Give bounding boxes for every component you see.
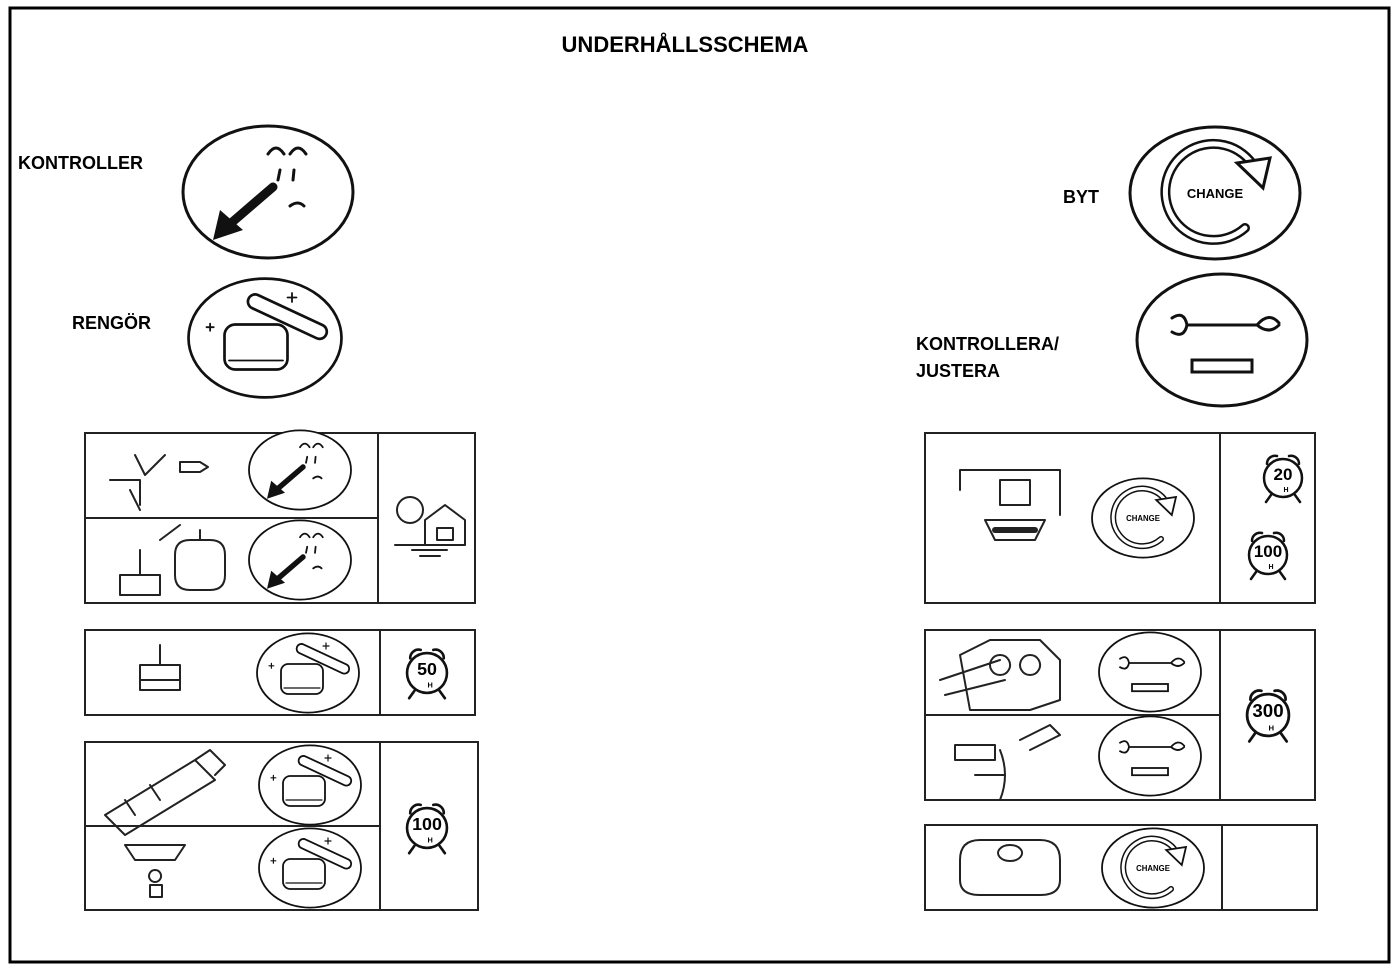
clock-face bbox=[405, 806, 449, 850]
clean-icon bbox=[258, 827, 362, 909]
interval-clock: 50 H bbox=[405, 648, 449, 700]
interval-value: 300 bbox=[1252, 700, 1283, 721]
hour-unit: H bbox=[1269, 723, 1275, 732]
icon-arrowhead bbox=[267, 480, 285, 499]
clean-icon bbox=[256, 632, 360, 714]
icon-arrowhead bbox=[1233, 156, 1272, 191]
icon-arrowhead bbox=[1154, 495, 1178, 517]
icon-stroke bbox=[407, 648, 447, 700]
icon-stroke bbox=[1264, 454, 1302, 504]
interval-clock: 300 H bbox=[1245, 689, 1291, 743]
interval-clock: 100 H bbox=[1247, 531, 1289, 581]
icon-arrowhead bbox=[267, 570, 285, 589]
icon-text: CHANGE bbox=[1187, 186, 1244, 201]
interval-value: 100 bbox=[412, 814, 442, 834]
interval-value: 20 bbox=[1274, 465, 1293, 484]
change-icon: CHANGE bbox=[1101, 827, 1205, 909]
icon-brush bbox=[295, 643, 351, 675]
icon-text: CHANGE bbox=[1126, 514, 1160, 523]
icon-stroke bbox=[1247, 689, 1289, 743]
check-icon bbox=[248, 519, 352, 601]
icon-brush bbox=[297, 755, 353, 787]
icon-sponge bbox=[282, 775, 326, 807]
icon-sponge bbox=[223, 323, 289, 371]
icon-stroke bbox=[407, 803, 447, 855]
icon-stroke bbox=[205, 292, 298, 362]
legend-label: KONTROLLERA/ bbox=[916, 334, 1059, 354]
clean-icon bbox=[258, 744, 362, 826]
adjust-icon bbox=[1098, 631, 1202, 713]
clock-face bbox=[1262, 457, 1304, 499]
icon-gauge bbox=[1131, 683, 1169, 693]
clock-face bbox=[405, 651, 449, 695]
title: UNDERHÅLLSSCHEMA bbox=[562, 31, 809, 57]
icon-stroke bbox=[1170, 313, 1281, 336]
icon-sponge bbox=[280, 663, 324, 695]
interval-value: 50 bbox=[417, 659, 437, 679]
legend-label: BYT bbox=[1063, 187, 1099, 207]
change-icon: CHANGE bbox=[1091, 477, 1195, 559]
icon-stroke bbox=[266, 146, 308, 208]
icon-gauge bbox=[1131, 767, 1169, 777]
hour-unit: H bbox=[1283, 487, 1288, 494]
clock-face bbox=[1247, 534, 1289, 576]
check-icon bbox=[248, 429, 352, 511]
icon-stroke bbox=[1111, 487, 1169, 548]
icon-stroke bbox=[274, 554, 306, 582]
icon-oval bbox=[1135, 272, 1309, 408]
icon-text: CHANGE bbox=[1136, 864, 1170, 873]
adjust-icon bbox=[1135, 272, 1309, 408]
icon-sponge bbox=[282, 858, 326, 890]
icon-oval bbox=[1098, 631, 1202, 713]
part-sketches bbox=[104, 454, 1061, 898]
icon-stroke bbox=[299, 442, 324, 480]
icon-oval bbox=[1098, 715, 1202, 797]
icon-stroke bbox=[1119, 656, 1186, 670]
change-icon: CHANGE bbox=[1128, 125, 1302, 261]
icon-brush bbox=[246, 293, 329, 341]
icon-stroke bbox=[274, 464, 306, 492]
icon-stroke bbox=[270, 754, 332, 801]
hour-unit: H bbox=[1268, 564, 1273, 571]
icon-stroke bbox=[1121, 837, 1179, 898]
icon-stroke bbox=[299, 532, 324, 570]
legend-label: KONTROLLER bbox=[18, 153, 143, 173]
icon-arrowhead bbox=[213, 210, 243, 240]
clock-face bbox=[1245, 692, 1291, 738]
icon-stroke bbox=[268, 642, 330, 689]
icon-stroke bbox=[1119, 740, 1186, 754]
interval-value: 100 bbox=[1254, 542, 1282, 561]
icon-brush bbox=[297, 838, 353, 870]
hour-unit: H bbox=[428, 681, 433, 690]
icon-stroke bbox=[270, 837, 332, 884]
icon-stroke bbox=[1162, 141, 1258, 243]
icon-gauge bbox=[1190, 358, 1254, 374]
clean-icon bbox=[187, 277, 343, 399]
adjust-icon bbox=[1098, 715, 1202, 797]
check-icon bbox=[181, 124, 355, 260]
icon-arrowhead bbox=[1164, 845, 1188, 867]
legend-label: JUSTERA bbox=[916, 361, 1000, 381]
interval-clock: 100 H bbox=[405, 803, 449, 855]
icon-stroke bbox=[1249, 531, 1287, 581]
legend-label: RENGÖR bbox=[72, 313, 151, 333]
hour-unit: H bbox=[428, 836, 433, 845]
icon-stroke bbox=[225, 182, 278, 229]
interval-clock: 20 H bbox=[1262, 454, 1304, 504]
